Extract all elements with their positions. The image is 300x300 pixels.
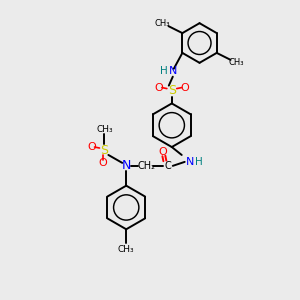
Text: S: S — [168, 84, 176, 97]
Text: S: S — [100, 143, 108, 157]
Text: N: N — [122, 159, 131, 172]
Text: CH₂: CH₂ — [137, 161, 155, 171]
Text: N: N — [169, 66, 177, 76]
Text: C: C — [164, 161, 171, 171]
Text: O: O — [158, 147, 167, 157]
Text: O: O — [98, 158, 107, 168]
Text: CH₃: CH₃ — [229, 58, 244, 67]
Text: N: N — [185, 157, 194, 167]
Text: O: O — [180, 82, 189, 93]
Text: CH₃: CH₃ — [96, 125, 113, 134]
Text: CH₃: CH₃ — [118, 244, 134, 253]
Text: H: H — [195, 157, 203, 167]
Text: CH₃: CH₃ — [155, 19, 170, 28]
Text: O: O — [154, 82, 163, 93]
Text: O: O — [87, 142, 96, 152]
Text: H: H — [160, 66, 168, 76]
